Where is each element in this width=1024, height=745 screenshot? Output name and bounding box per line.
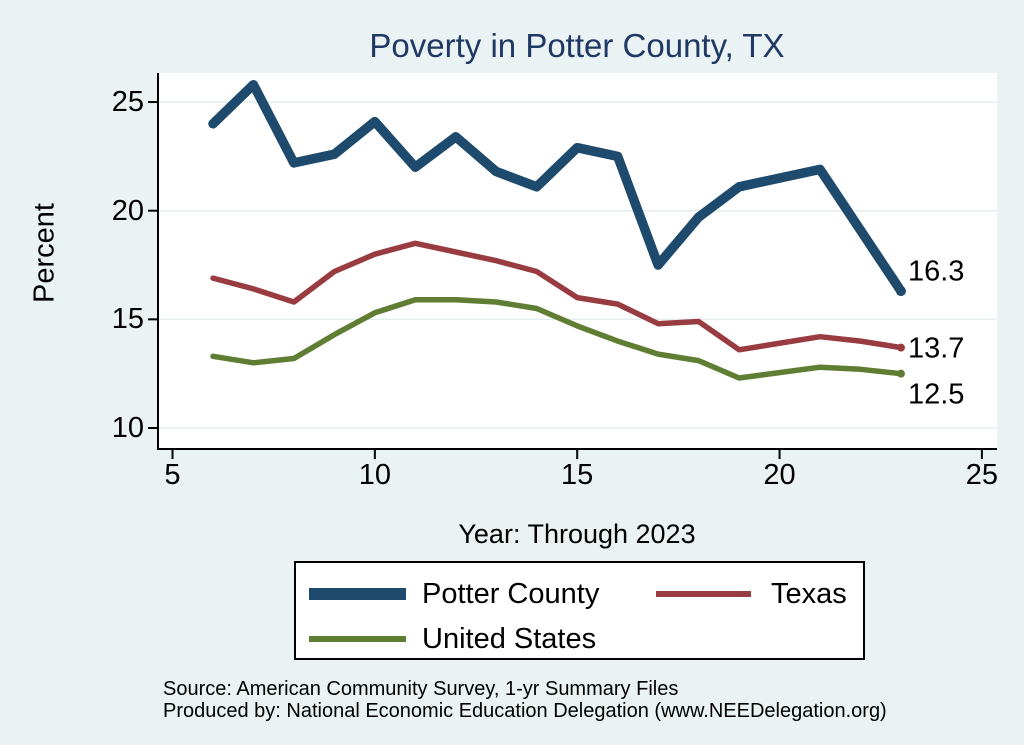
potter-county-end-label: 16.3: [907, 255, 965, 288]
texas-legend-swatch: [656, 591, 751, 597]
y-tick-label-20: 20: [111, 194, 144, 227]
texas-legend-label: Texas: [771, 578, 847, 610]
united-states-legend-label: United States: [422, 623, 597, 655]
texas-end-label: 13.7: [907, 332, 965, 365]
potter-county-line: [208, 79, 906, 296]
footer: Source: American Community Survey, 1-yr …: [163, 678, 887, 722]
plot-area: [148, 73, 997, 459]
plot-svg: [148, 73, 997, 459]
x-tick-label-5: 5: [164, 459, 181, 491]
x-tick-label-15: 15: [561, 459, 594, 491]
texas-end-dot: [896, 343, 905, 352]
y-tick-label-10: 10: [111, 412, 144, 444]
potter-county-legend-swatch: [309, 588, 406, 600]
source-note: Source: American Community Survey, 1-yr …: [163, 678, 679, 700]
x-axis-title: Year: Through 2023: [458, 519, 696, 549]
united-states-legend-swatch: [309, 636, 406, 642]
x-tick-label-10: 10: [358, 459, 391, 491]
x-tick-label-25: 25: [965, 459, 999, 491]
y-tick-label-25: 25: [111, 86, 144, 119]
x-tick-label-20: 20: [763, 459, 796, 491]
y-axis-title: Percent: [28, 203, 61, 303]
united-states-line: [210, 297, 904, 381]
y-tick-label-15: 15: [111, 303, 144, 336]
potter-county-end-dot: [895, 286, 906, 297]
texas-line: [210, 240, 904, 353]
potter-county-legend-label: Potter County: [422, 578, 600, 610]
united-states-end-label: 12.5: [907, 378, 965, 411]
produced-by-note: Produced by: National Economic Education…: [163, 700, 887, 722]
united-states-end-dot: [896, 369, 905, 378]
legend: Potter County Texas United States: [294, 561, 865, 660]
chart-title: Poverty in Potter County, TX: [369, 27, 785, 64]
